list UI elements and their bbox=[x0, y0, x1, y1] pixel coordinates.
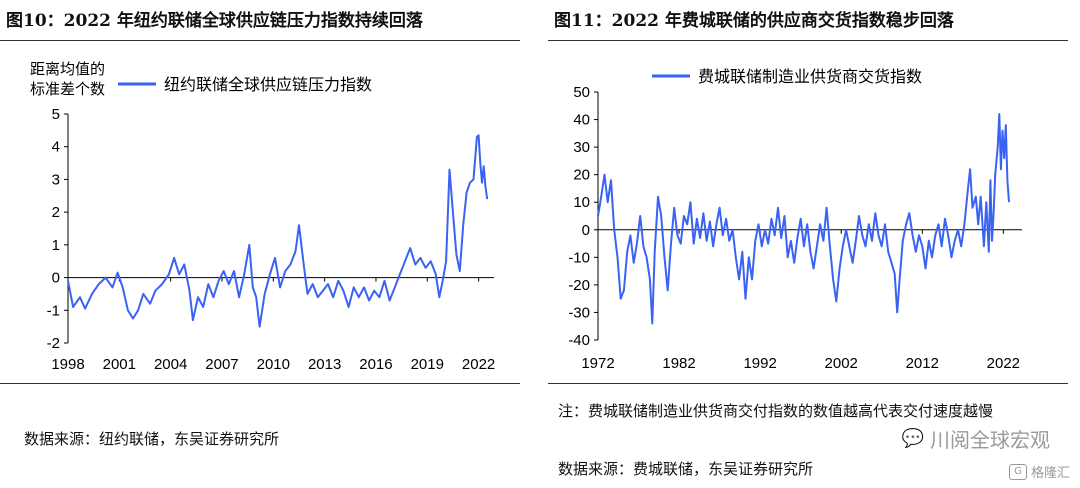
x-tick-label: 2019 bbox=[411, 356, 444, 373]
left-source: 数据来源：纽约联储，东吴证券研究所 bbox=[24, 430, 280, 448]
y-tick-label: -10 bbox=[568, 249, 590, 266]
y-tick-label: 40 bbox=[573, 112, 590, 129]
right-figure: 图11：2022 年费城联储的供应商交货指数稳步回落 -40 -30 -20 -10 0… bbox=[548, 0, 1080, 488]
x-tick-label: 2001 bbox=[103, 356, 136, 373]
x-tick-label: 2012 bbox=[906, 355, 939, 372]
figure-11-title: 图11：2022 年费城联储的供应商交货指数稳步回落 bbox=[554, 11, 954, 31]
right-source: 数据来源：费城联储，东吴证券研究所 bbox=[558, 460, 814, 478]
x-tick-label: 2007 bbox=[205, 356, 238, 373]
left-figure: 图10：2022 年纽约联储全球供应链压力指数持续回落 -2 -1 0 1 2 3 4 5 19… bbox=[0, 0, 532, 488]
x-tick-label: 2013 bbox=[308, 356, 341, 373]
y-tick-label: 4 bbox=[52, 139, 60, 156]
x-tick-label: 1972 bbox=[581, 355, 614, 372]
y-tick-label: 1 bbox=[52, 237, 60, 254]
watermark-secondary: G 格隆汇 bbox=[1008, 462, 1070, 481]
y-tick-label: 0 bbox=[52, 270, 60, 287]
x-tick-label: 1998 bbox=[51, 356, 84, 373]
y-tick-label: -1 bbox=[47, 302, 60, 319]
gelonghui-logo-icon: G bbox=[1008, 463, 1027, 480]
y-tick-label: -20 bbox=[568, 277, 590, 294]
source-rule bbox=[0, 383, 520, 384]
x-tick-label: 2010 bbox=[257, 356, 290, 373]
y-tick-label: -2 bbox=[47, 335, 60, 352]
series-line bbox=[67, 134, 489, 328]
y-tick-label: 2 bbox=[52, 204, 60, 221]
wechat-icon: 💬 bbox=[901, 428, 924, 449]
right-chart: -40 -30 -20 -10 0 10 20 30 40 50 1972 1982 1992 2002 2… bbox=[568, 68, 1022, 372]
x-tick-label: 2002 bbox=[825, 355, 858, 372]
watermark-main: 川阅全球宏观 bbox=[930, 428, 1050, 452]
y-tick-label: 50 bbox=[573, 84, 590, 101]
x-tick-label: 2004 bbox=[154, 356, 187, 373]
x-tick-label: 2022 bbox=[987, 355, 1020, 372]
source-rule bbox=[548, 383, 1068, 384]
y-tick-label: 5 bbox=[52, 106, 60, 123]
y-tick-label: 30 bbox=[573, 139, 590, 156]
y-tick-label: -40 bbox=[568, 332, 590, 349]
x-tick-label: 2016 bbox=[359, 356, 392, 373]
title-rule bbox=[0, 40, 520, 41]
right-note: 注：费城联储制造业供货商交付指数的数值越高代表交付速度越慢 bbox=[558, 402, 994, 420]
left-chart: -2 -1 0 1 2 3 4 5 1998 2001 2004 2007 2010 2013 2016 20… bbox=[30, 61, 495, 373]
y-tick-label: 10 bbox=[573, 194, 590, 211]
x-tick-label: 2022 bbox=[462, 356, 495, 373]
y-tick-label: 20 bbox=[573, 167, 590, 184]
title-rule bbox=[548, 40, 1068, 41]
x-tick-label: 1982 bbox=[662, 355, 695, 372]
y-axis-title: 距离均值的 bbox=[30, 61, 105, 78]
y-tick-label: 3 bbox=[52, 171, 60, 188]
y-tick-label: 0 bbox=[582, 222, 590, 239]
legend-label: 纽约联储全球供应链压力指数 bbox=[164, 75, 372, 94]
series-line bbox=[597, 113, 1010, 325]
y-axis-title: 标准差个数 bbox=[30, 81, 105, 98]
watermark: 💬 川阅全球宏观 bbox=[902, 424, 1050, 453]
y-tick-label: -30 bbox=[568, 304, 590, 321]
legend-label: 费城联储制造业供货商交货指数 bbox=[698, 68, 922, 86]
x-tick-label: 1992 bbox=[743, 355, 776, 372]
figure-10-title: 图10：2022 年纽约联储全球供应链压力指数持续回落 bbox=[6, 11, 423, 31]
watermark-secondary-text: 格隆汇 bbox=[1030, 466, 1070, 481]
